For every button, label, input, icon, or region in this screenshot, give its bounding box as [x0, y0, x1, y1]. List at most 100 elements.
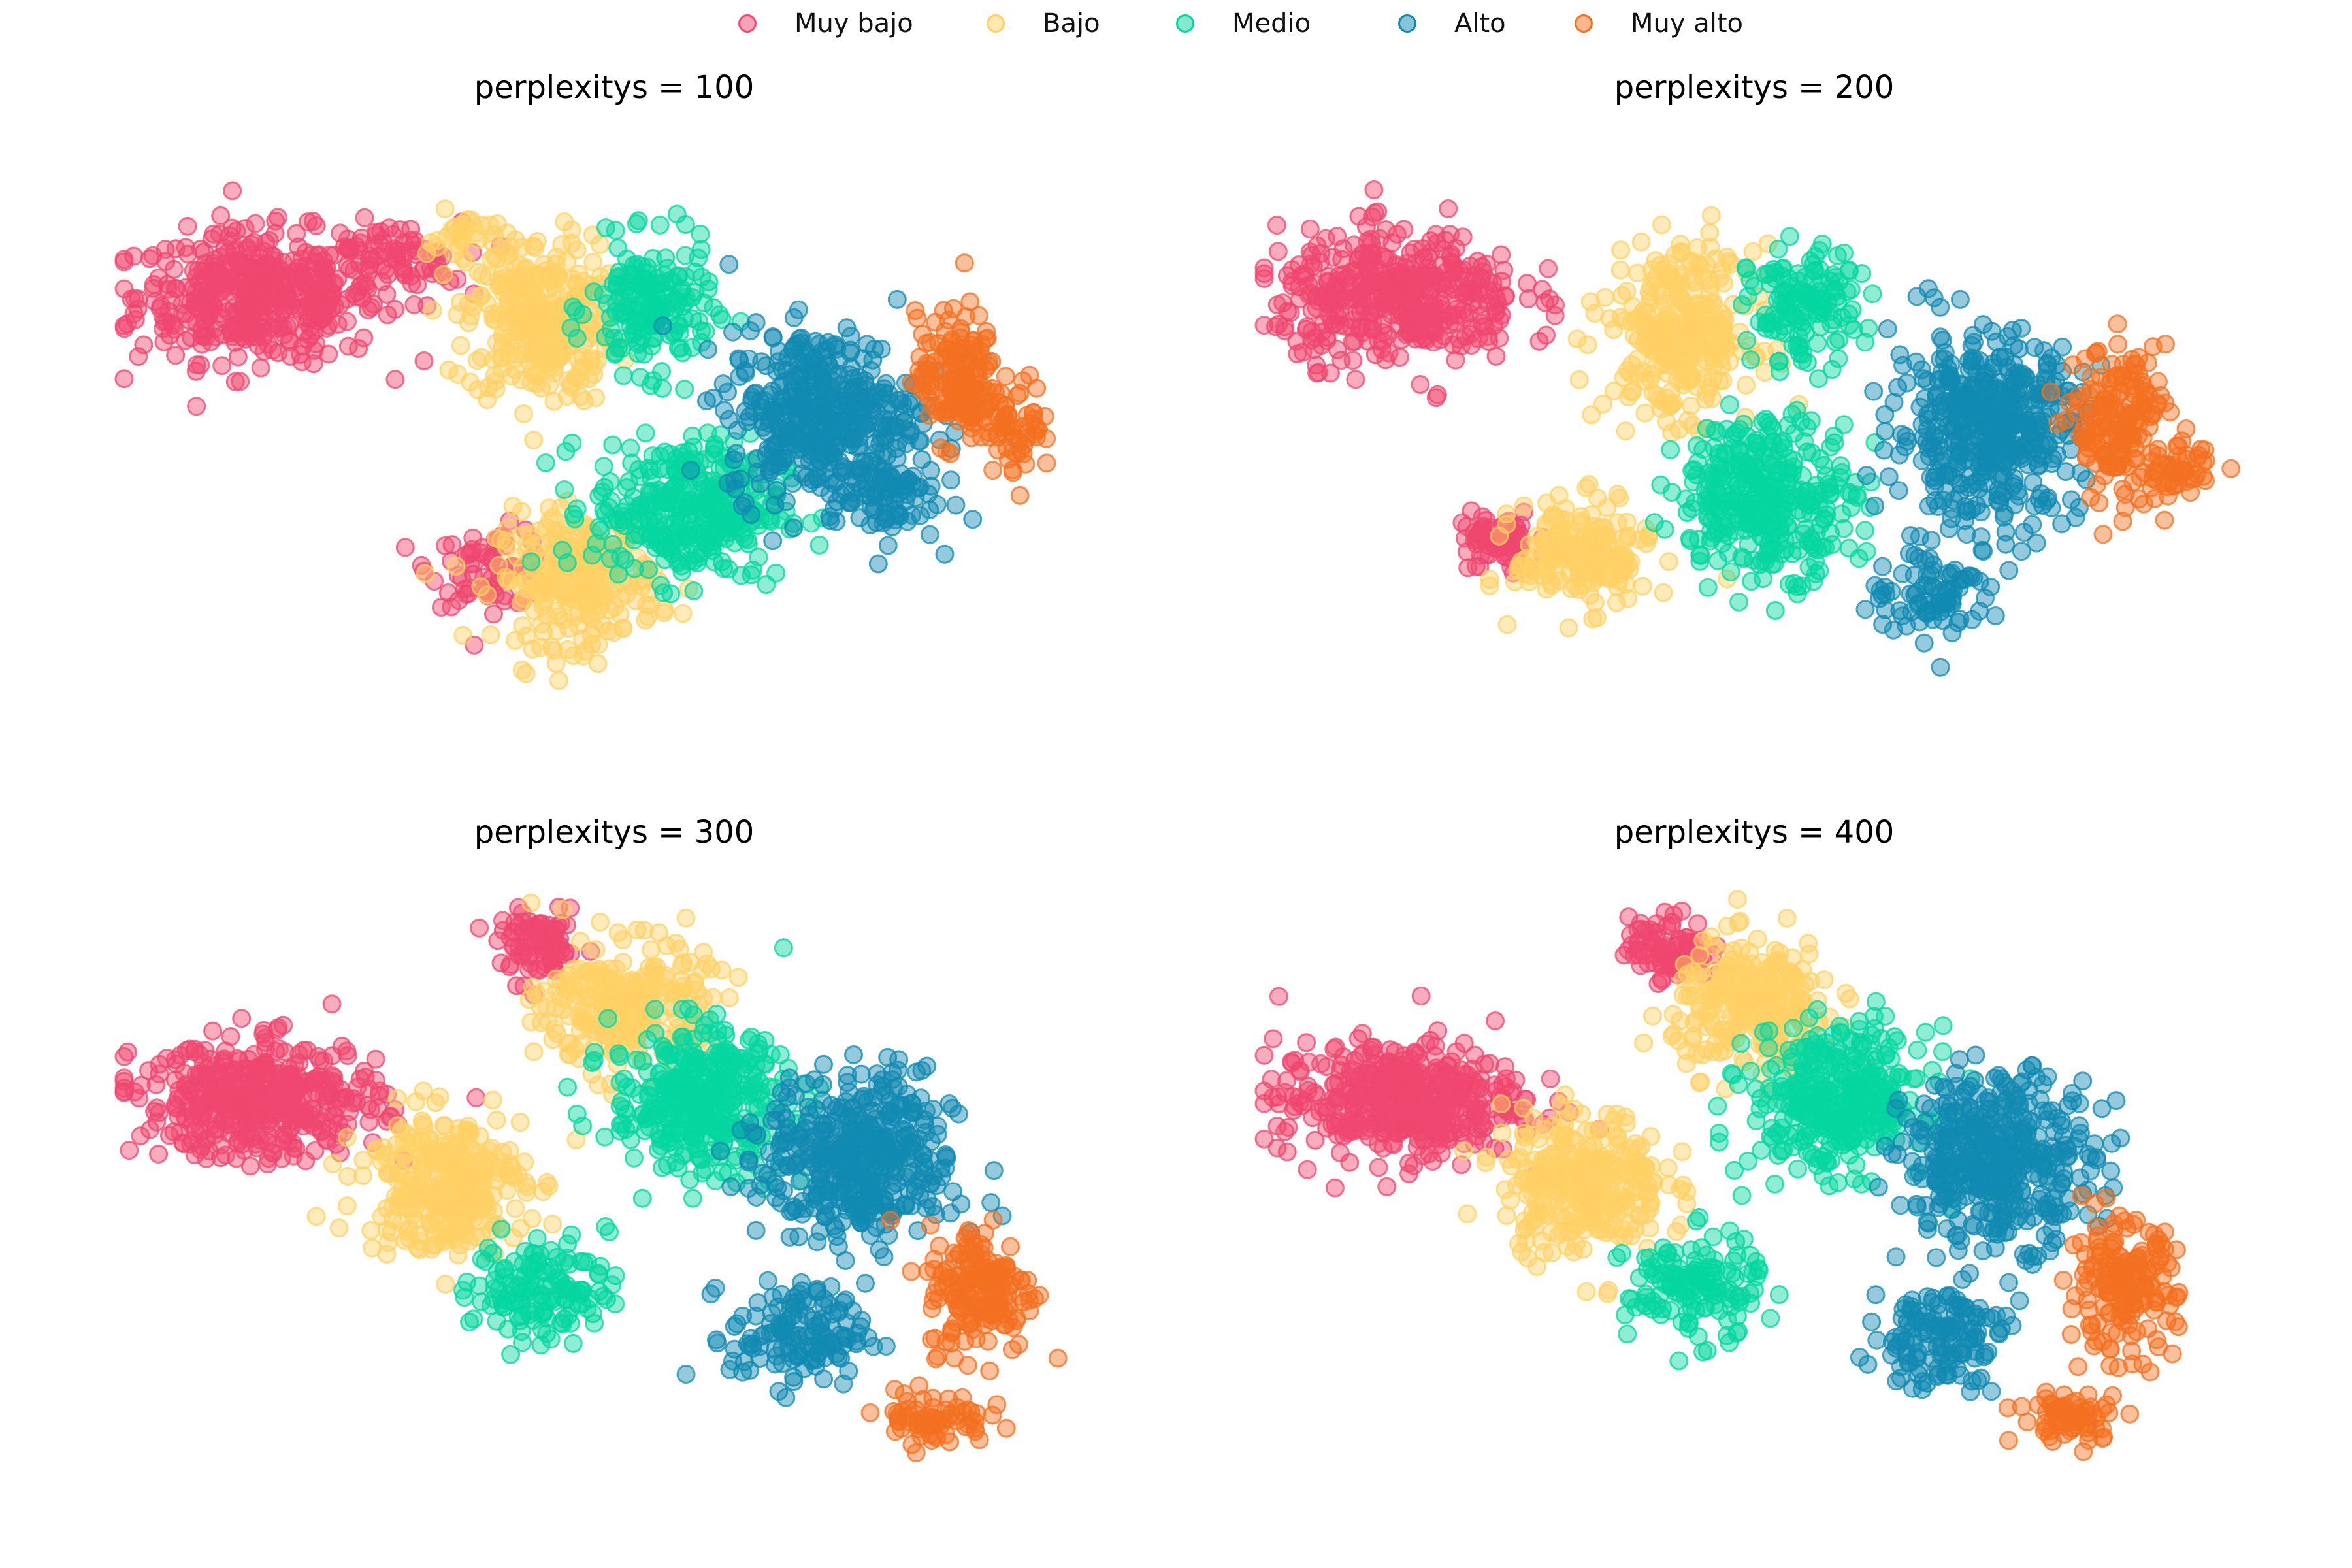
scatter-point	[1267, 295, 1287, 315]
scatter-point	[1875, 421, 1895, 441]
scatter-point	[1812, 272, 1832, 292]
scatter-point	[1811, 290, 1831, 309]
scatter-point	[632, 577, 652, 596]
scatter-point	[395, 538, 415, 557]
scatter-point	[1299, 276, 1319, 295]
scatter-point	[1963, 610, 1982, 629]
scatter-point	[122, 289, 141, 309]
scatter-point	[1680, 253, 1700, 272]
scatter-point	[1671, 235, 1690, 254]
scatter-point	[489, 555, 509, 575]
scatter-point	[1865, 496, 1885, 515]
scatter-point	[907, 308, 927, 328]
scatter-point	[1857, 466, 1876, 485]
scatter-point	[581, 348, 601, 368]
scatter-point	[477, 293, 497, 313]
scatter-point	[785, 336, 805, 355]
scatter-point	[512, 370, 531, 390]
scatter-point	[1543, 531, 1562, 550]
scatter-point	[640, 461, 660, 480]
scatter-point	[1931, 657, 1950, 677]
scatter-point	[1730, 419, 1750, 439]
scatter-point	[557, 553, 577, 572]
scatter-point	[1473, 262, 1493, 282]
scatter-point	[1307, 236, 1327, 255]
scatter-point	[1855, 521, 1875, 540]
scatter-point	[1712, 357, 1731, 376]
scatter-point	[1307, 363, 1327, 383]
scatter-point	[591, 596, 610, 616]
scatter-point	[774, 372, 793, 391]
scatter-point	[1745, 454, 1765, 474]
scatter-point	[1810, 561, 1829, 580]
scatter-point	[1298, 317, 1317, 336]
legend-marker-icon	[1176, 14, 1194, 33]
scatter-point	[1559, 618, 1578, 638]
scatter-point	[1318, 272, 1337, 291]
scatter-point	[251, 358, 270, 378]
scatter-point	[1651, 345, 1671, 365]
scatter-point	[2161, 402, 2180, 422]
scatter-point	[212, 356, 232, 376]
scatter-point	[1736, 258, 1756, 278]
scatter-point	[1610, 260, 1630, 280]
scatter-point	[1852, 264, 1872, 284]
scatter-point	[801, 446, 821, 465]
scatter-point	[1346, 370, 1365, 389]
scatter-point	[481, 625, 500, 644]
scatter-point	[435, 199, 455, 219]
scatter-point	[573, 305, 593, 324]
series-muy-bajo	[114, 898, 600, 1176]
scatter-point	[2221, 459, 2241, 478]
scatter-point	[1439, 199, 1458, 218]
scatter-point	[2093, 525, 2113, 544]
scatter-point	[1635, 403, 1655, 423]
legend-label: Medio	[1232, 8, 1311, 39]
scatter-point	[1968, 427, 1987, 447]
scatter-point	[472, 348, 491, 367]
scatter-point	[715, 400, 734, 420]
scatter-point	[1587, 608, 1607, 627]
scatter-point	[1671, 343, 1691, 363]
scatter-point	[114, 250, 134, 269]
scatter-point	[1974, 542, 1993, 561]
scatter-point	[625, 559, 644, 578]
scatter-point	[977, 322, 996, 341]
scatter-point	[1533, 280, 1552, 299]
scatter-panel-1: perplexitys = 100	[114, 69, 1056, 690]
scatter-point	[1611, 240, 1631, 260]
scatter-point	[2053, 337, 2072, 357]
scatter-point	[1899, 544, 1919, 563]
scatter-point	[719, 255, 739, 274]
scatter-point	[698, 280, 718, 299]
scatter-point	[665, 459, 685, 479]
scatter-point	[2097, 455, 2117, 474]
scatter-point	[281, 347, 301, 366]
scatter-point	[1478, 327, 1498, 346]
scatter-point	[1907, 287, 1927, 306]
scatter-point	[773, 452, 792, 472]
scatter-point	[642, 525, 661, 544]
scatter-point	[1342, 318, 1362, 337]
scatter-point	[1579, 475, 1599, 494]
scatter-point	[192, 335, 212, 354]
scatter-point	[536, 453, 555, 472]
scatter-point	[564, 504, 583, 524]
scatter-point	[763, 436, 783, 455]
scatter-point	[446, 557, 466, 576]
scatter-point	[1698, 578, 1718, 597]
scatter-point	[143, 246, 163, 265]
scatter-point	[534, 266, 554, 286]
scatter-point	[466, 1088, 486, 1107]
scatter-point	[568, 616, 588, 635]
scatter-point	[1343, 290, 1363, 310]
scatter-point	[1364, 180, 1384, 199]
scatter-point	[874, 513, 893, 532]
legend-item-alto: Alto	[1398, 4, 1506, 43]
scatter-point	[946, 495, 966, 515]
scatter-point	[1985, 606, 2005, 625]
scatter-point	[1655, 519, 1674, 539]
scatter-point	[960, 292, 980, 312]
scatter-point	[698, 340, 718, 359]
scatter-point	[512, 502, 531, 521]
